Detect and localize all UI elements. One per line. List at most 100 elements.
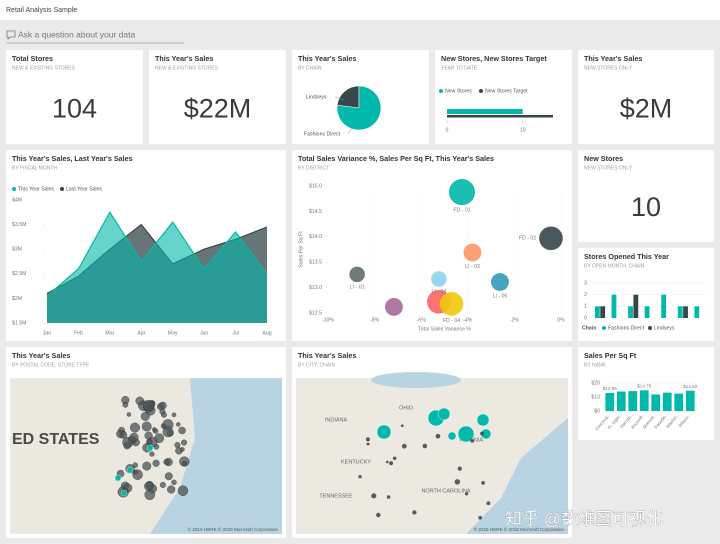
tile-title: This Year's Sales — [12, 351, 70, 360]
map-bubble — [480, 431, 484, 436]
map-bubble — [130, 422, 140, 433]
map-bubble — [152, 459, 160, 467]
tile[interactable] — [435, 50, 572, 144]
card-value: 104 — [52, 93, 97, 123]
card-value: $22M — [184, 93, 252, 123]
tile[interactable] — [149, 50, 286, 144]
bubble — [431, 271, 447, 287]
area — [47, 212, 267, 323]
y-tick-label: $15.0 — [309, 183, 322, 189]
tile-title: Total Sales Variance %, Sales Per Sq Ft,… — [298, 154, 494, 163]
map-bubble — [366, 442, 370, 446]
bubble — [439, 292, 464, 316]
legend-label: This Year Sales — [18, 186, 54, 192]
bar — [447, 109, 523, 114]
map-bubble — [178, 426, 186, 435]
legend-title: Chain — [582, 325, 596, 331]
tile[interactable] — [292, 150, 572, 341]
map-bubble — [386, 495, 391, 499]
legend-swatch — [12, 187, 16, 191]
map-bubble — [412, 510, 417, 515]
pie-slice — [336, 85, 382, 131]
y-tick-label: $2.5M — [12, 271, 26, 277]
bar — [677, 306, 683, 318]
map-label: TENNESSEE — [319, 493, 353, 499]
map-bubble — [144, 481, 154, 491]
legend-swatch — [648, 326, 652, 330]
qa-box[interactable]: Ask a question about your data — [6, 29, 184, 44]
tile-subtitle: BY NAME — [584, 362, 607, 368]
y-tick-label: 1 — [584, 304, 587, 310]
map-bubble — [123, 442, 131, 450]
map-bubble — [126, 412, 132, 417]
map-bubble — [181, 461, 188, 467]
map-bubble — [371, 493, 377, 499]
value-label: $14.75 — [637, 384, 651, 389]
legend-label: New Stores — [445, 88, 472, 94]
map-bubble — [457, 425, 475, 443]
bar — [639, 390, 649, 411]
map-bubble — [114, 474, 122, 482]
map-bubble — [447, 431, 457, 441]
x-tick-label: -4% — [463, 317, 473, 323]
tile-subtitle: BY CITY, CHAIN — [298, 362, 335, 368]
map-bubble — [454, 479, 461, 485]
bar — [661, 294, 667, 318]
bar — [683, 306, 688, 318]
map-bubble — [143, 399, 155, 412]
map-bubble — [129, 432, 139, 442]
map-bubble — [392, 456, 397, 461]
bubble — [491, 273, 509, 291]
x-tick-label: Apr — [137, 330, 145, 336]
bar — [694, 306, 700, 318]
bubble — [349, 266, 365, 283]
map-label: KENTUCKY — [341, 459, 371, 465]
map-bubble — [167, 485, 176, 494]
tile-subtitle: BY FISCAL MONTH — [12, 165, 57, 171]
tile-subtitle: NEW STORES ONLY — [584, 165, 633, 171]
y-tick-label: 3 — [584, 280, 587, 286]
x-tick-label: -8% — [370, 317, 380, 323]
y-tick-label: $13.0 — [309, 285, 322, 291]
value-label: $14.52 — [683, 384, 697, 389]
bubble — [384, 297, 403, 316]
tile-title: This Year's Sales — [584, 54, 642, 63]
point-label: LI - 01 — [350, 285, 365, 291]
map-bubble — [140, 411, 150, 421]
x-tick-label: May — [168, 330, 178, 336]
x-tick-label: -10% — [322, 317, 334, 323]
bar — [685, 390, 695, 411]
map-bubble — [401, 443, 407, 449]
map-bubble — [181, 439, 188, 446]
map-label: ED STATES — [12, 431, 100, 448]
tile[interactable] — [578, 150, 714, 242]
map-bubble — [457, 466, 462, 471]
map-attribution: © 2016 HERE © 2016 Microsoft Corporation — [474, 526, 565, 532]
tile[interactable] — [6, 50, 143, 144]
map-bubble — [422, 443, 428, 449]
x-tick-label: 10 — [520, 127, 526, 133]
y-tick-label: $14.5 — [309, 209, 322, 215]
card-value: $2M — [620, 93, 673, 123]
qa-placeholder[interactable]: Ask a question about your data — [18, 29, 135, 39]
tile[interactable] — [578, 50, 714, 144]
tile-title: This Year's Sales — [298, 54, 356, 63]
bubble — [539, 226, 563, 251]
point-label: LI - 05 — [493, 293, 508, 299]
tile-title: This Year's Sales — [155, 54, 213, 63]
tile-subtitle: NEW & EXISTING STORES — [12, 65, 76, 71]
map-bubble — [126, 466, 134, 474]
line — [46, 211, 268, 297]
map-bubble — [476, 413, 490, 427]
y-tick-label: $4M — [12, 197, 22, 203]
y-tick-label: 0 — [584, 315, 587, 321]
tile-subtitle: NEW & EXISTING STORES — [155, 65, 219, 71]
legend-swatch — [602, 326, 606, 330]
map-bubble — [123, 483, 133, 493]
y-tick-label: 2 — [584, 292, 587, 298]
tile-title: New Stores — [584, 154, 623, 163]
leader-line — [334, 96, 345, 101]
legend-label: Lindseys — [654, 325, 675, 331]
map-bubble — [464, 492, 469, 496]
tile-title: This Year's Sales — [298, 351, 356, 360]
